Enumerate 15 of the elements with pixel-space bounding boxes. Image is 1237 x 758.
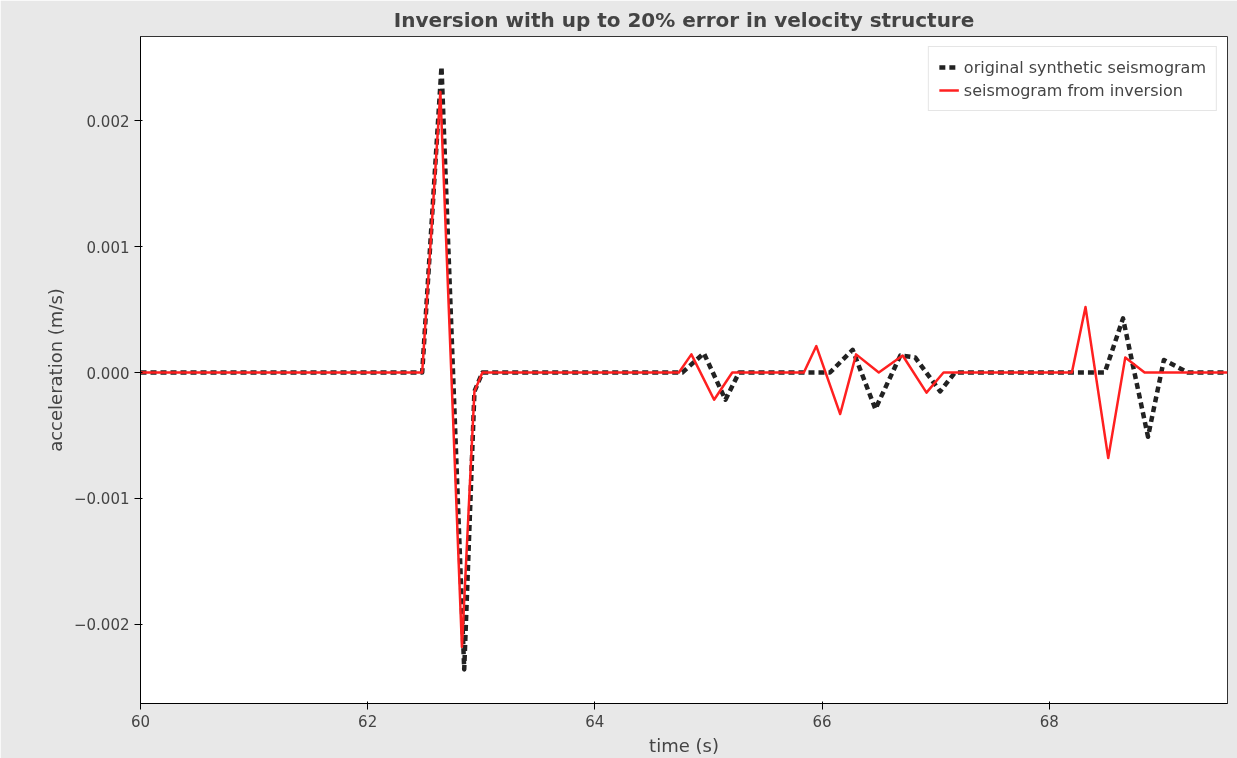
x-tick-label: 62 [358, 712, 378, 731]
x-axis-title: time (s) [649, 734, 719, 756]
x-tick-label: 68 [1039, 712, 1059, 731]
x-tick-label: 66 [812, 712, 832, 731]
legend-label: original synthetic seismogram [963, 57, 1206, 77]
legend-label: seismogram from inversion [963, 80, 1183, 100]
y-tick-label: −0.001 [73, 490, 130, 509]
y-tick-label: 0.000 [86, 364, 130, 383]
y-tick-label: −0.002 [73, 616, 130, 635]
x-tick-label: 64 [585, 712, 605, 731]
chart-title: Inversion with up to 20% error in velocity structure [393, 7, 975, 32]
y-axis-title: acceleration (m/s) [44, 288, 66, 452]
y-tick-label: 0.002 [86, 112, 130, 131]
y-tick-label: 0.001 [86, 238, 130, 257]
x-tick-label: 60 [130, 712, 151, 731]
